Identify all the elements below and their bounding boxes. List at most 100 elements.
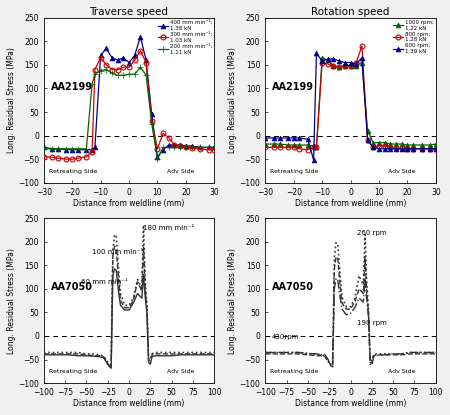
400 mm min⁻¹;
1.38 kN [69,147,75,152]
Text: Adv Side: Adv Side [388,369,415,374]
200 mm min⁻¹;
1.11 kN [121,73,126,78]
800 rpm;
1.28 kN [271,145,276,150]
430 rpm [263,350,268,355]
190 rpm [328,363,333,368]
400 mm min⁻¹;
1.38 kN [104,46,109,51]
600 rpm;
1.39 kN [325,57,330,62]
X-axis label: Distance from weldline (mm): Distance from weldline (mm) [73,199,184,208]
200 mm min⁻¹;
1.11 kN [41,146,46,151]
Line: 430 rpm: 430 rpm [266,278,436,365]
430 rpm [433,350,438,355]
180 mm min⁻¹ [107,363,112,368]
260 rpm [433,350,438,355]
1000 rpm;
1.22 kN [371,140,376,145]
300 mm min⁻¹;
1.03 kN [69,156,75,161]
180 mm min⁻¹ [50,350,55,355]
260 rpm [339,295,345,300]
60 mm min⁻¹ [110,273,116,278]
260 rpm [327,361,332,366]
430 rpm [318,352,324,357]
800 rpm;
1.28 kN [277,145,282,150]
180 mm min⁻¹ [203,350,208,355]
180 mm min⁻¹ [110,249,116,254]
430 rpm [330,363,335,368]
Legend: 400 mm min⁻¹;
1.38 kN, 300 mm min⁻¹;
1.03 kN, 200 mm min⁻¹;
1.11 kN: 400 mm min⁻¹; 1.38 kN, 300 mm min⁻¹; 1.0… [158,20,212,55]
400 mm min⁻¹;
1.38 kN [144,58,149,63]
190 rpm [332,266,337,271]
300 mm min⁻¹;
1.03 kN [126,65,132,70]
100 mm min⁻¹ [169,352,174,356]
Y-axis label: Long. Residual Stress (MPa): Long. Residual Stress (MPa) [229,248,238,354]
600 rpm;
1.39 kN [382,146,387,151]
800 rpm;
1.28 kN [382,144,387,149]
430 rpm [369,363,374,368]
430 rpm [425,350,430,355]
260 rpm [368,358,373,363]
600 rpm;
1.39 kN [433,146,438,151]
600 rpm;
1.39 kN [285,135,291,140]
60 mm min⁻¹ [58,352,63,357]
800 rpm;
1.28 kN [331,63,336,68]
190 rpm [364,291,369,296]
260 rpm [318,352,324,357]
300 mm min⁻¹;
1.03 kN [212,147,217,152]
Line: 1000 rpm;
1.22 kN: 1000 rpm; 1.22 kN [263,55,438,150]
260 rpm [352,296,357,301]
Text: 430rpm: 430rpm [272,334,300,339]
800 rpm;
1.28 kN [348,63,353,68]
190 rpm [362,254,368,259]
X-axis label: Distance from weldline (mm): Distance from weldline (mm) [73,399,184,408]
60 mm min⁻¹ [75,353,81,358]
1000 rpm;
1.22 kN [376,140,382,145]
190 rpm [339,300,345,305]
1000 rpm;
1.22 kN [428,142,433,147]
300 mm min⁻¹;
1.03 kN [177,144,183,149]
190 rpm [348,307,353,312]
60 mm min⁻¹ [104,359,109,364]
430 rpm [364,298,369,303]
430 rpm [314,352,319,356]
100 mm min⁻¹ [126,305,132,310]
60 mm min⁻¹ [50,352,55,357]
260 rpm [297,350,302,355]
260 rpm [366,304,371,309]
Line: 400 mm min⁻¹;
1.38 kN: 400 mm min⁻¹; 1.38 kN [41,34,217,159]
600 rpm;
1.39 kN [271,135,276,140]
60 mm min⁻¹ [144,311,149,316]
400 mm min⁻¹;
1.38 kN [155,154,160,159]
60 mm min⁻¹ [126,308,132,312]
190 rpm [279,352,285,356]
260 rpm [364,281,369,286]
100 mm min⁻¹ [160,352,166,356]
180 mm min⁻¹ [92,352,98,356]
190 rpm [399,352,405,357]
1000 rpm;
1.22 kN [365,128,370,133]
Text: 260 rpm: 260 rpm [357,229,387,236]
60 mm min⁻¹ [41,352,46,357]
600 rpm;
1.39 kN [428,146,433,151]
60 mm min⁻¹ [141,272,146,277]
260 rpm [305,352,310,356]
430 rpm [416,350,422,355]
180 mm min⁻¹ [104,357,109,362]
60 mm min⁻¹ [113,268,119,273]
190 rpm [327,360,332,365]
60 mm min⁻¹ [169,353,174,358]
800 rpm;
1.28 kN [311,145,316,150]
60 mm min⁻¹ [160,353,166,358]
180 mm min⁻¹ [67,350,72,355]
200 mm min⁻¹;
1.11 kN [198,145,203,150]
600 rpm;
1.39 kN [291,135,297,140]
60 mm min⁻¹ [96,354,102,359]
180 mm min⁻¹ [113,234,119,239]
190 rpm [356,286,362,291]
300 mm min⁻¹;
1.03 kN [132,58,137,63]
1000 rpm;
1.22 kN [263,142,268,146]
400 mm min⁻¹;
1.38 kN [138,34,143,39]
800 rpm;
1.28 kN [314,145,319,150]
400 mm min⁻¹;
1.38 kN [172,142,177,147]
190 rpm [318,353,324,358]
60 mm min⁻¹ [212,352,217,357]
600 rpm;
1.39 kN [263,135,268,140]
200 mm min⁻¹;
1.11 kN [55,146,61,151]
